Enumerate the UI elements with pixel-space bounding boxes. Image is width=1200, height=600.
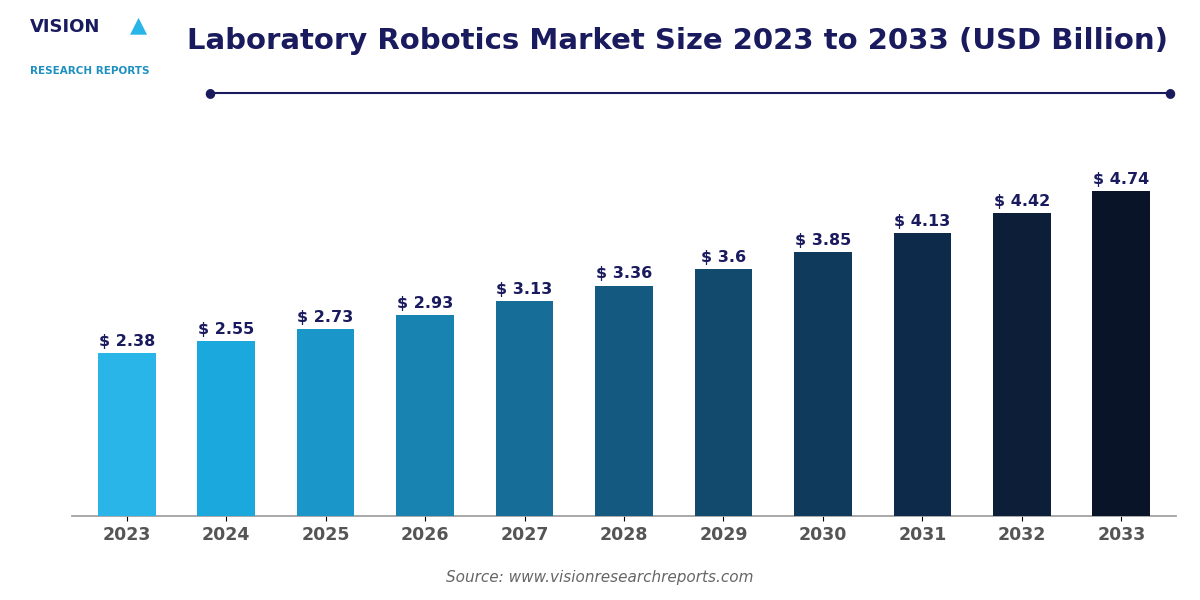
Text: RESEARCH REPORTS: RESEARCH REPORTS: [30, 66, 150, 76]
Text: ●: ●: [204, 86, 216, 100]
Bar: [794, 252, 852, 516]
Text: ▲: ▲: [130, 15, 146, 35]
Bar: [894, 233, 952, 516]
Bar: [595, 286, 653, 516]
Bar: [296, 329, 354, 516]
Bar: [197, 341, 256, 516]
Bar: [98, 353, 156, 516]
Text: $ 3.6: $ 3.6: [701, 250, 746, 265]
Bar: [695, 269, 752, 516]
Text: $ 4.42: $ 4.42: [994, 194, 1050, 209]
Bar: [992, 213, 1051, 516]
Text: $ 3.85: $ 3.85: [794, 233, 851, 248]
Bar: [396, 315, 454, 516]
Text: $ 3.13: $ 3.13: [497, 282, 553, 297]
Text: Source: www.visionresearchreports.com: Source: www.visionresearchreports.com: [446, 570, 754, 585]
Text: Laboratory Robotics Market Size 2023 to 2033 (USD Billion): Laboratory Robotics Market Size 2023 to …: [187, 27, 1169, 55]
Text: $ 3.36: $ 3.36: [596, 266, 652, 281]
Bar: [496, 301, 553, 516]
Text: ●: ●: [1164, 86, 1176, 100]
Text: $ 2.38: $ 2.38: [98, 334, 155, 349]
Bar: [1092, 191, 1150, 516]
Text: $ 2.73: $ 2.73: [298, 310, 354, 325]
Text: $ 4.74: $ 4.74: [1093, 172, 1150, 187]
Text: VISION: VISION: [30, 18, 101, 36]
Text: $ 2.93: $ 2.93: [397, 296, 454, 311]
Text: $ 2.55: $ 2.55: [198, 322, 254, 337]
Text: $ 4.13: $ 4.13: [894, 214, 950, 229]
